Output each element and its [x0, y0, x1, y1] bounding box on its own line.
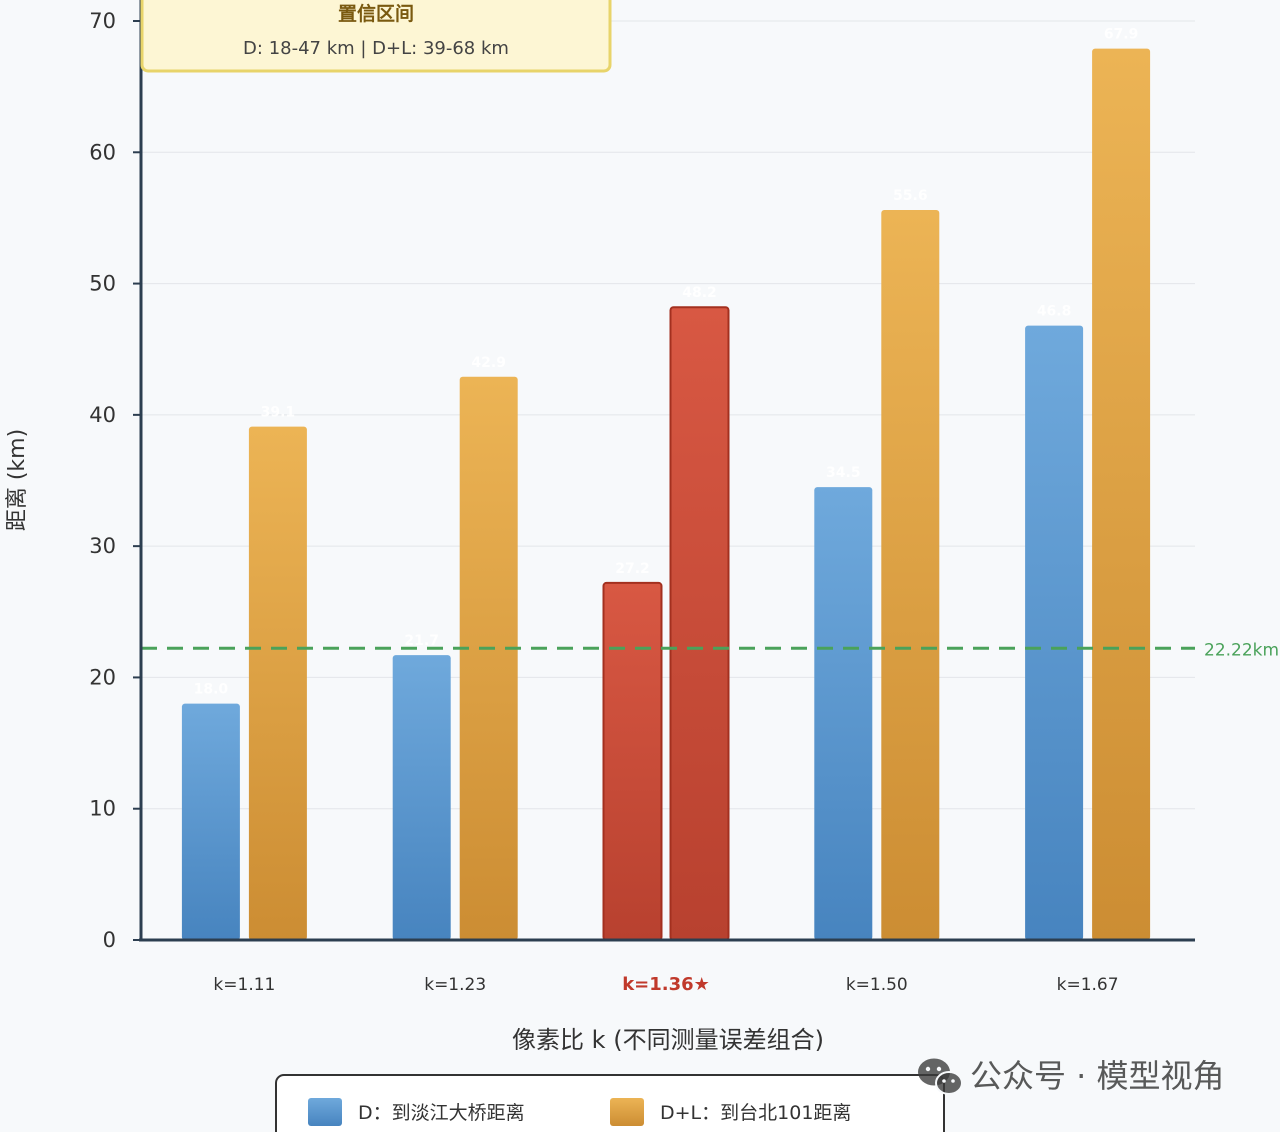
data-label: 34.5: [826, 465, 861, 481]
data-label: 21.7: [404, 633, 439, 649]
data-label: 46.8: [1037, 304, 1072, 320]
y-tick-label: 0: [103, 928, 116, 952]
bar-dl-1: [459, 376, 518, 940]
legend: D：到淡江大桥距离 D+L：到台北101距离: [275, 1074, 945, 1132]
category-label: k=1.67: [1057, 975, 1119, 995]
bar-d-4: [1025, 325, 1084, 940]
data-label: 39.1: [261, 405, 296, 421]
reference-line-label: 22.22km: [1204, 640, 1279, 660]
y-tick-label: 40: [89, 403, 116, 427]
y-tick-label: 70: [89, 9, 116, 33]
bar-dl-3: [881, 210, 940, 941]
reference-line-group: 22.22km: [141, 640, 1279, 660]
bar-d-2: [602, 581, 663, 941]
watermark: 公众号 · 模型视角: [918, 1057, 1225, 1095]
bar-d-1: [392, 655, 451, 940]
category-label: k=1.50: [846, 975, 908, 995]
data-label: 42.9: [471, 355, 506, 371]
bar-dl-4: [1092, 48, 1151, 940]
category-label: k=1.11: [213, 975, 275, 995]
category-label: k=1.36★: [622, 974, 710, 995]
bar-dl-0: [248, 426, 307, 940]
data-label: 67.9: [1104, 27, 1139, 43]
confidence-interval-text: D: 18-47 km | D+L: 39-68 km: [243, 38, 509, 59]
category-labels: k=1.11 k=1.23 k=1.36★ k=1.50 k=1.67: [213, 974, 1118, 995]
legend-label-dl: D+L：到台北101距离: [660, 1102, 851, 1124]
legend-swatch-dl: [610, 1098, 644, 1126]
axes-group: 0 10 20 30 40 50 60 70: [89, 0, 1195, 952]
bar-d-3: [814, 487, 873, 940]
legend-label-d: D：到淡江大桥距离: [358, 1102, 525, 1124]
legend-swatch-d: [308, 1098, 342, 1126]
bar-dl-2: [669, 306, 730, 941]
y-axis-label: 距离 (km): [5, 429, 30, 531]
data-label: 18.0: [194, 682, 229, 698]
data-label: 27.2: [615, 561, 650, 577]
y-tick-label: 20: [89, 665, 116, 689]
data-label: 55.6: [893, 188, 928, 204]
confidence-interval-box: 置信区间 D: 18-47 km | D+L: 39-68 km: [140, 0, 612, 73]
bars-group: 18.0 39.1 21.7 42.9 27.2 48.2 34.5 55.6 46.8 67.9: [181, 27, 1151, 941]
bar-d-0: [181, 703, 240, 940]
y-tick-label: 10: [89, 797, 116, 821]
y-tick-label: 50: [89, 272, 116, 296]
y-tick-label: 30: [89, 534, 116, 558]
x-axis-label: 像素比 k (不同测量误差组合): [512, 1026, 824, 1054]
y-tick-label: 60: [89, 140, 116, 164]
wechat-icon: [918, 1058, 963, 1095]
confidence-interval-title: 置信区间: [338, 2, 414, 25]
watermark-text: 公众号 · 模型视角: [970, 1057, 1225, 1095]
data-label: 48.2: [682, 285, 717, 301]
category-label: k=1.23: [424, 975, 486, 995]
